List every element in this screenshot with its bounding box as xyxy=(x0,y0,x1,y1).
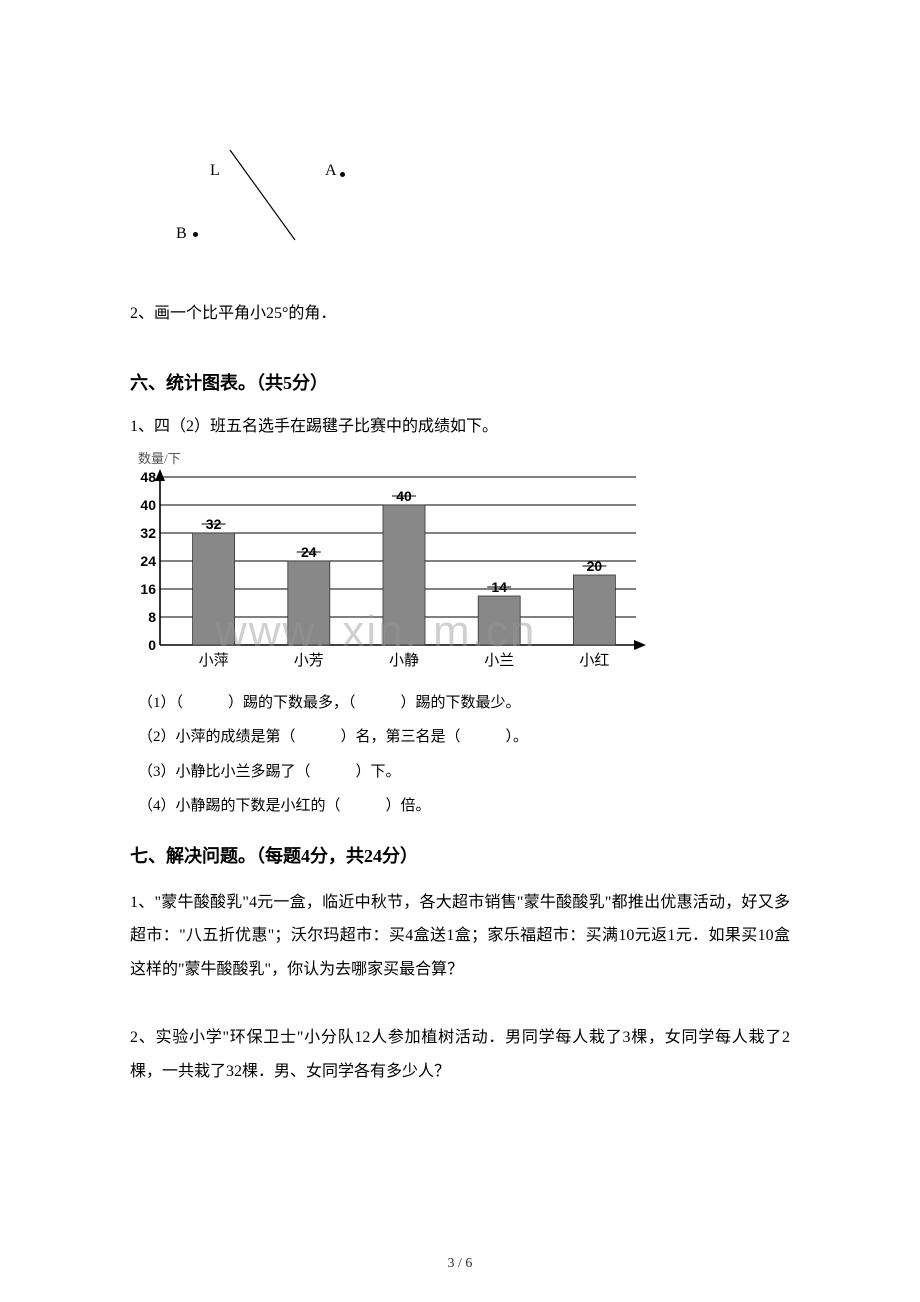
svg-text:小兰: 小兰 xyxy=(484,652,514,669)
section-7-q1: 1、"蒙牛酸酸乳"4元一盒，临近中秋节，各大超市销售"蒙牛酸酸乳"都推出优惠活动… xyxy=(130,886,790,987)
svg-text:小萍: 小萍 xyxy=(199,652,229,669)
svg-text:8: 8 xyxy=(148,609,156,625)
svg-text:24: 24 xyxy=(140,553,156,569)
label-L: L xyxy=(210,162,220,180)
svg-text:0: 0 xyxy=(148,637,156,653)
y-axis-label: 数量/下 xyxy=(138,448,790,467)
sub-question-3: （3）小静比小兰多踢了（ ）下。 xyxy=(138,755,790,790)
question-2: 2、画一个比平角小25°的角． xyxy=(130,300,790,329)
line-L xyxy=(230,150,295,240)
svg-text:小静: 小静 xyxy=(389,652,419,669)
point-A xyxy=(340,172,345,177)
page-number: 3 / 6 xyxy=(0,1256,920,1272)
label-B: B xyxy=(176,225,187,243)
label-A: A xyxy=(325,162,337,180)
svg-text:小红: 小红 xyxy=(579,652,609,669)
sub-question-1: （1）（ ）踢的下数最多，（ ）踢的下数最少。 xyxy=(138,686,790,721)
section-7-q2: 2、实验小学"环保卫士"小分队12人参加植树活动．男同学每人栽了3棵，女同学每人… xyxy=(130,1021,790,1088)
chart-block: 数量/下 08162432404832小萍24小芳40小静14小兰20小红 xyxy=(130,448,790,674)
sub-question-4: （4）小静踢的下数是小红的（ ）倍。 xyxy=(138,789,790,824)
svg-text:16: 16 xyxy=(140,581,156,597)
section-7-heading: 七、解决问题。（每题4分，共24分） xyxy=(130,842,790,868)
sub-question-2: （2）小萍的成绩是第（ ）名，第三名是（ ）。 xyxy=(138,720,790,755)
geometry-diagram: L A B xyxy=(160,100,360,240)
svg-text:32: 32 xyxy=(140,525,156,541)
bar-chart: 08162432404832小萍24小芳40小静14小兰20小红 xyxy=(130,469,650,674)
section-6-heading: 六、统计图表。（共5分） xyxy=(130,369,790,395)
section-6-intro: 1、四（2）班五名选手在踢毽子比赛中的成绩如下。 xyxy=(130,413,790,442)
svg-text:小芳: 小芳 xyxy=(294,652,324,669)
svg-text:48: 48 xyxy=(140,469,156,485)
point-B xyxy=(193,232,198,237)
svg-text:40: 40 xyxy=(140,497,156,513)
